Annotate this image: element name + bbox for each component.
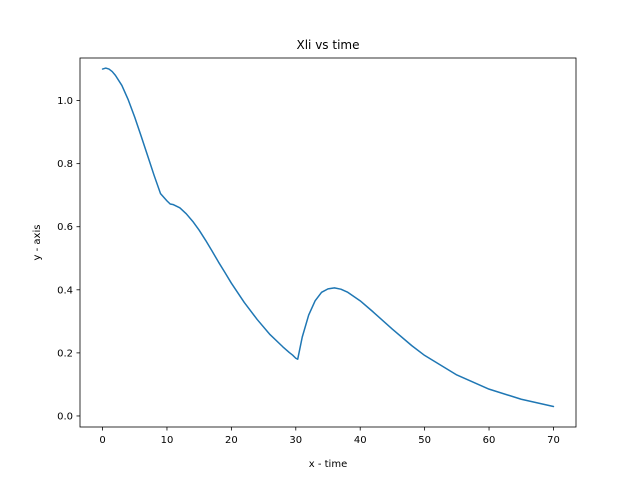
series-line bbox=[101, 67, 555, 408]
x-tick-label: 60 bbox=[483, 435, 496, 446]
chart-title: Xli vs time bbox=[297, 38, 360, 52]
y-tick-label: 0.0 bbox=[57, 411, 73, 422]
axes-frame bbox=[79, 57, 577, 428]
x-axis-label: x - time bbox=[309, 459, 347, 470]
x-tick-label: 70 bbox=[547, 435, 560, 446]
x-tick-label: 30 bbox=[289, 435, 302, 446]
x-tick-label: 40 bbox=[354, 435, 367, 446]
y-tick-label: 0.4 bbox=[57, 285, 73, 296]
y-tick-label: 1.0 bbox=[57, 96, 73, 107]
x-tick-label: 50 bbox=[418, 435, 431, 446]
axis-ticks: 0 10 20 30 40 50 60 70 0.0 0.2 0.4 0.6 0.8 1.0 bbox=[57, 96, 560, 446]
y-tick-label: 0.6 bbox=[57, 222, 73, 233]
x-tick-label: 20 bbox=[225, 435, 238, 446]
plot-area bbox=[101, 67, 555, 408]
y-axis-label: y - axis bbox=[32, 225, 43, 261]
y-tick-label: 0.2 bbox=[57, 348, 73, 359]
x-tick-label: 0 bbox=[99, 435, 105, 446]
x-tick-label: 10 bbox=[161, 435, 174, 446]
y-tick-label: 0.8 bbox=[57, 159, 73, 170]
